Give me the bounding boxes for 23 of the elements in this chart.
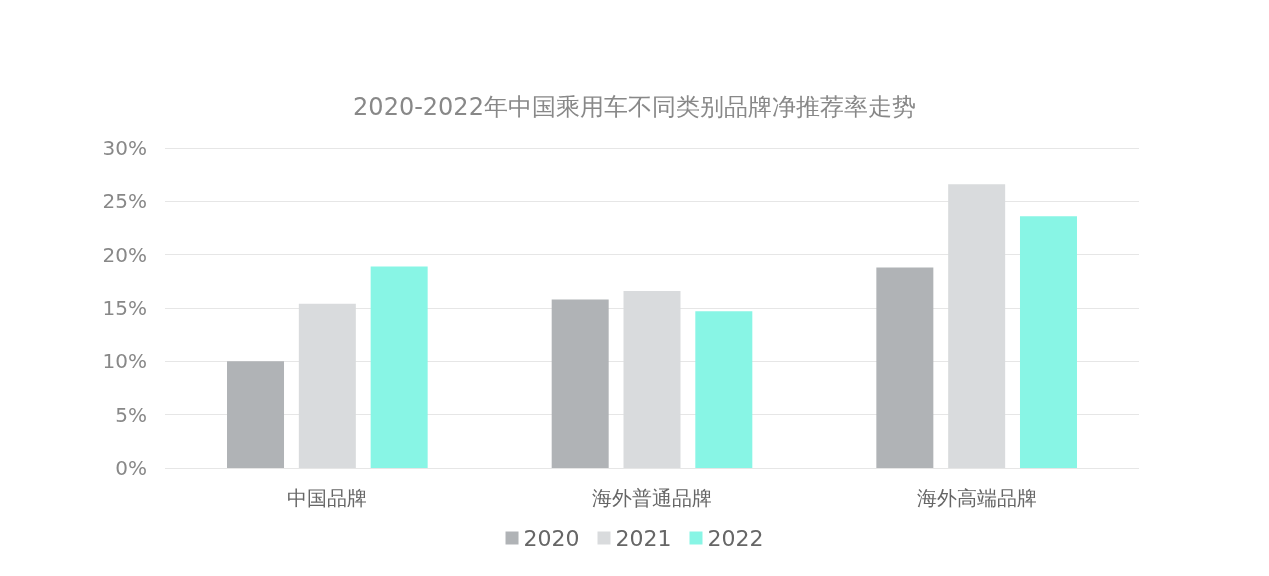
bar <box>370 266 428 468</box>
y-tick-label: 5% <box>115 402 147 427</box>
legend-label: 2020 <box>523 525 580 551</box>
legend-label: 2021 <box>615 525 672 551</box>
y-tick-label: 30% <box>102 136 147 160</box>
y-tick-label: 20% <box>102 242 147 267</box>
y-tick-label: 10% <box>102 349 147 374</box>
bar <box>876 267 934 468</box>
bar <box>695 311 753 468</box>
x-tick-label: 中国品牌 <box>287 486 368 510</box>
bar <box>227 361 285 468</box>
chart-title: 2020-2022年中国乘用车不同类别品牌净推荐率走势 <box>353 93 916 121</box>
bar <box>551 299 609 468</box>
bar <box>623 290 681 468</box>
bar <box>298 303 356 468</box>
y-tick-label: 0% <box>115 456 147 480</box>
y-tick-label: 25% <box>102 189 147 214</box>
x-tick-label: 海外高端品牌 <box>916 486 1037 510</box>
x-tick-label: 海外普通品牌 <box>592 486 712 510</box>
y-tick-label: 15% <box>102 296 147 320</box>
bar <box>1019 216 1077 468</box>
legend-label: 2022 <box>707 525 764 551</box>
bar <box>948 184 1006 468</box>
